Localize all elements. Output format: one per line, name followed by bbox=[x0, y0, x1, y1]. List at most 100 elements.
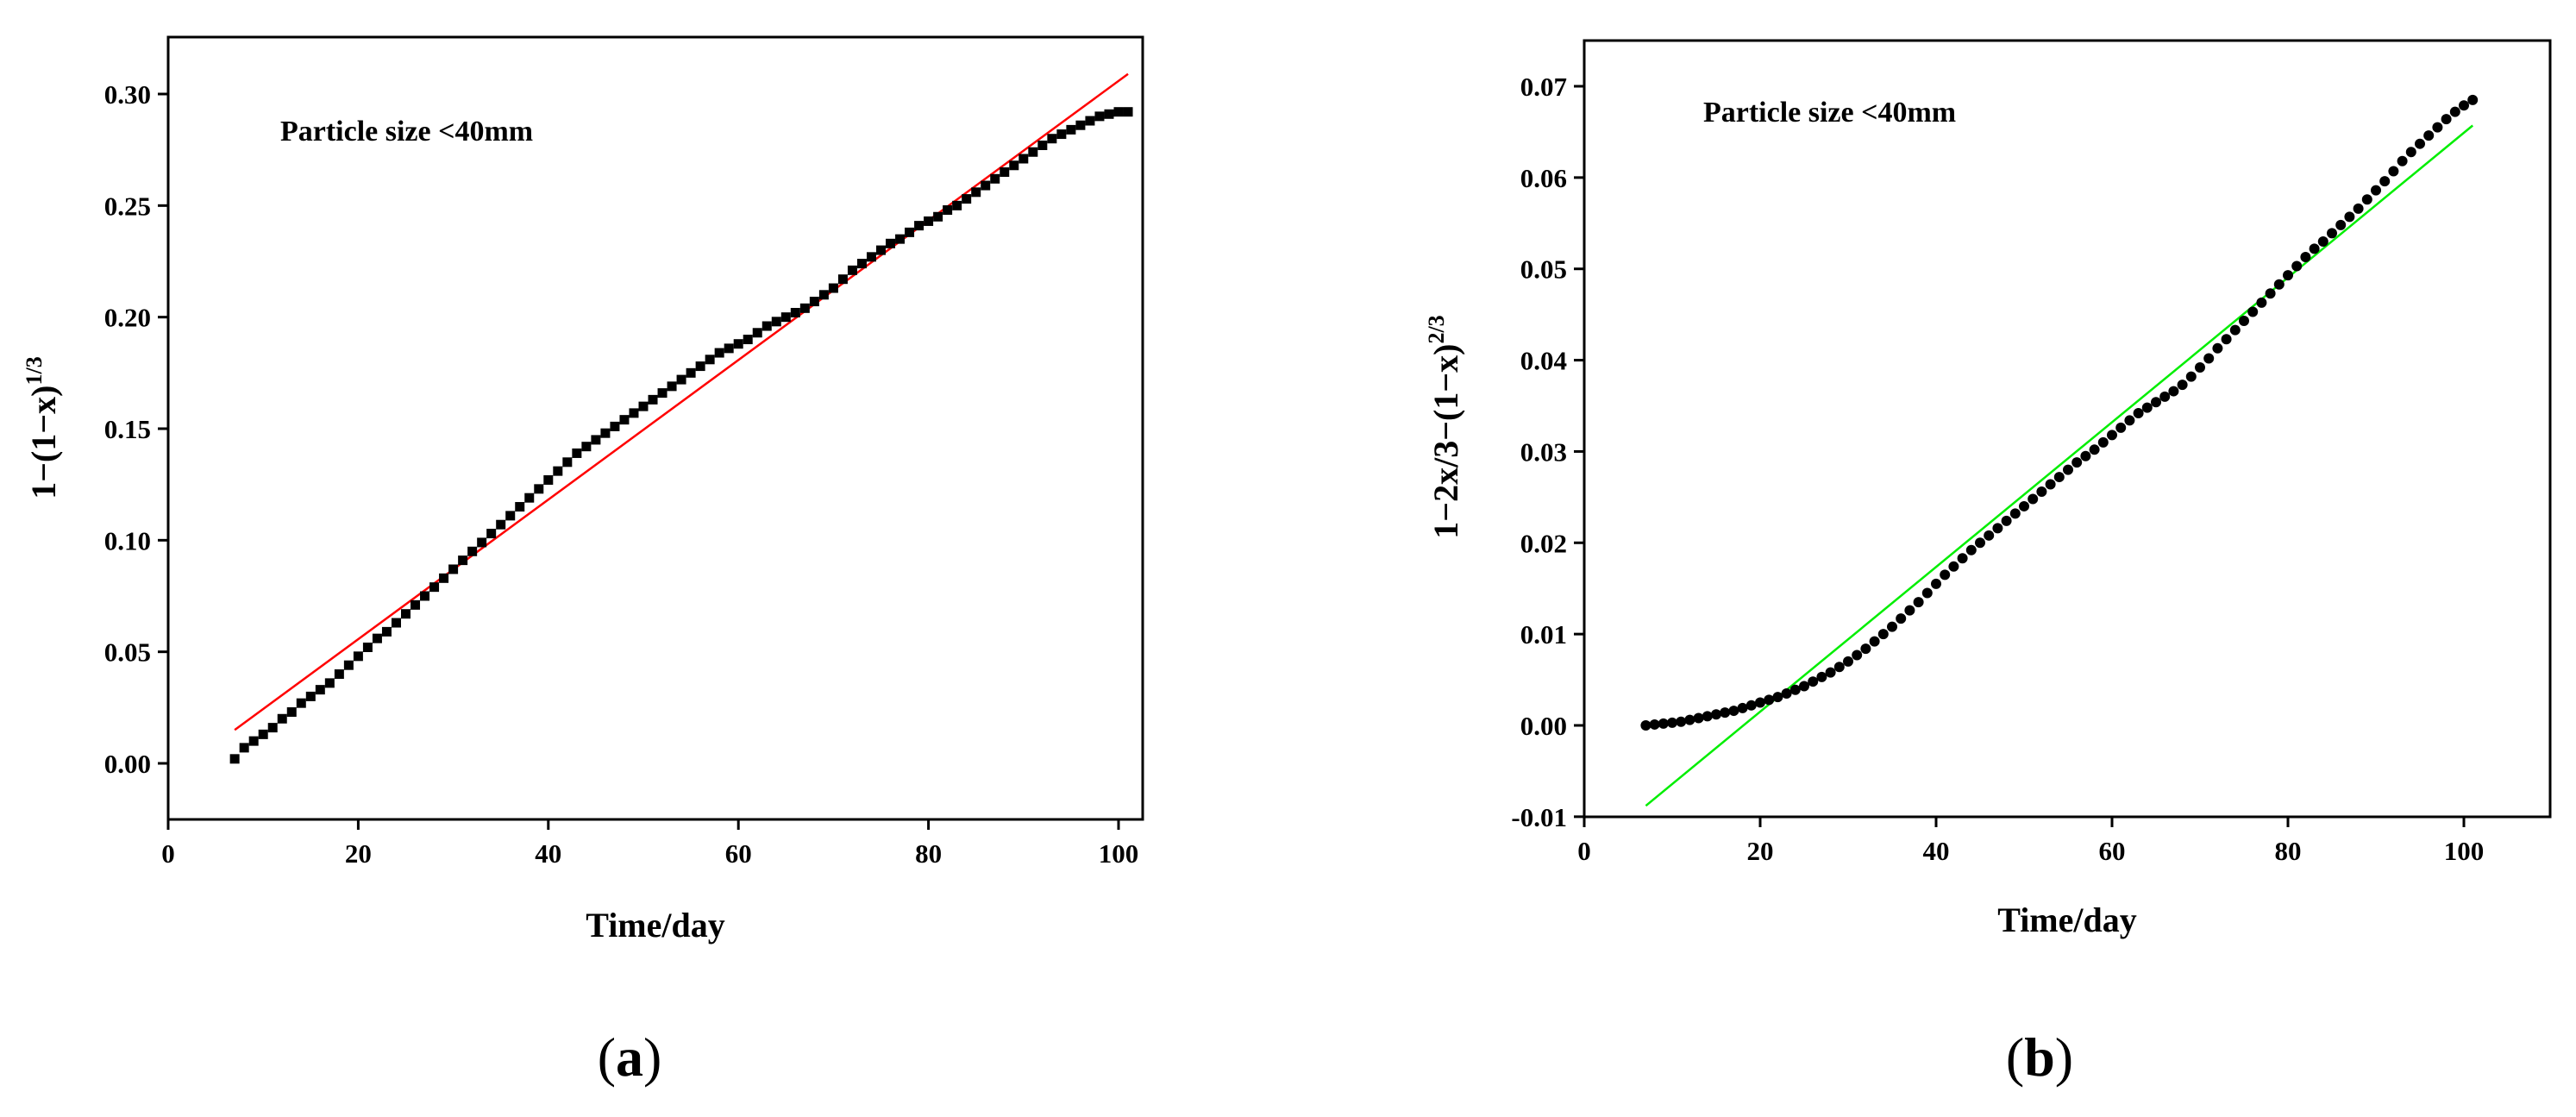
data-point-a bbox=[572, 448, 582, 458]
data-point-b bbox=[1737, 702, 1748, 713]
data-point-b bbox=[1852, 649, 1863, 661]
data-point-b bbox=[1833, 662, 1845, 673]
data-point-b bbox=[1772, 692, 1783, 703]
data-point-a bbox=[448, 564, 459, 574]
x-axis-title-b: Time/day bbox=[1997, 901, 2137, 939]
data-point-b bbox=[1640, 720, 1652, 731]
data-point-b bbox=[1684, 714, 1695, 725]
data-point-b bbox=[1877, 629, 1889, 640]
data-point-a bbox=[486, 529, 497, 539]
data-point-a bbox=[543, 474, 554, 485]
data-point-b bbox=[1755, 697, 1765, 708]
y-tick-label-b: 0.01 bbox=[1520, 619, 1567, 649]
data-point-a bbox=[477, 537, 487, 548]
data-point-a bbox=[353, 651, 363, 662]
y-tick-label-b: 0.06 bbox=[1520, 163, 1567, 193]
data-point-b bbox=[2273, 279, 2285, 290]
x-axis-title-a: Time/day bbox=[586, 906, 725, 944]
panel-label-a-open: ( bbox=[598, 1026, 616, 1088]
data-point-a bbox=[1018, 154, 1029, 164]
data-point-b bbox=[2115, 422, 2127, 433]
data-point-a bbox=[790, 307, 800, 317]
data-point-b bbox=[2317, 235, 2328, 247]
data-point-a bbox=[981, 180, 991, 191]
data-point-a bbox=[1009, 160, 1019, 171]
data-point-b bbox=[2449, 106, 2460, 117]
y-tick-label-a: 0.25 bbox=[104, 191, 151, 221]
data-point-a bbox=[239, 743, 249, 753]
data-point-b bbox=[2089, 444, 2100, 455]
data-point-b bbox=[2467, 94, 2479, 105]
data-point-a bbox=[1066, 124, 1076, 135]
data-point-a bbox=[990, 173, 1000, 184]
y-tick-label-a: 0.15 bbox=[104, 414, 151, 444]
x-tick-label-b: 0 bbox=[1577, 836, 1591, 866]
data-point-a bbox=[553, 466, 563, 476]
data-point-b bbox=[1789, 684, 1801, 695]
data-point-b bbox=[2361, 194, 2372, 205]
data-point-b bbox=[1965, 544, 1977, 555]
data-point-a bbox=[724, 343, 734, 354]
data-point-b bbox=[1728, 706, 1739, 717]
data-point-b bbox=[2459, 100, 2469, 111]
data-point-a bbox=[372, 633, 382, 643]
data-point-b bbox=[1825, 667, 1836, 678]
data-point-b bbox=[1869, 636, 1880, 647]
data-point-a bbox=[648, 394, 658, 405]
y-tick-label-b: 0.07 bbox=[1520, 72, 1567, 102]
data-point-b bbox=[1887, 621, 1897, 632]
data-point-a bbox=[296, 698, 306, 708]
y-axis-title-b: 1−2x/3−(1−x)2/3 bbox=[1424, 315, 1465, 538]
data-point-a bbox=[780, 312, 791, 323]
data-point-a bbox=[619, 415, 630, 425]
data-point-b bbox=[1931, 578, 1941, 589]
data-point-a bbox=[334, 669, 344, 680]
data-point-a bbox=[534, 484, 544, 494]
data-point-b bbox=[2229, 324, 2241, 336]
data-point-b bbox=[2009, 508, 2021, 519]
data-point-a bbox=[467, 546, 478, 556]
panel-label-b-letter: b bbox=[2024, 1026, 2055, 1088]
y-axis-title-b-main: 1−2x/3−(1−x) bbox=[1426, 344, 1465, 539]
data-point-a bbox=[505, 511, 516, 521]
y-axis-title-a: 1−(1−x)1/3 bbox=[22, 356, 63, 499]
data-point-b bbox=[2212, 342, 2223, 354]
data-point-a bbox=[924, 216, 934, 226]
data-point-b bbox=[1764, 694, 1775, 706]
data-point-a bbox=[895, 234, 906, 244]
panel-label-b-close: ) bbox=[2055, 1026, 2073, 1088]
data-point-b bbox=[2036, 486, 2047, 498]
data-point-b bbox=[2028, 493, 2039, 505]
data-point-a bbox=[771, 317, 781, 327]
data-point-a bbox=[837, 274, 848, 285]
data-point-a bbox=[1037, 140, 1048, 150]
data-point-b bbox=[2239, 316, 2249, 327]
data-point-b bbox=[1808, 676, 1819, 687]
data-point-b bbox=[1746, 700, 1757, 711]
data-points-b bbox=[1640, 94, 2479, 731]
plot-frame-a bbox=[166, 35, 1144, 821]
y-tick-label-b: 0.05 bbox=[1520, 254, 1567, 285]
data-point-a bbox=[914, 221, 924, 231]
data-point-a bbox=[856, 259, 867, 269]
data-point-b bbox=[1860, 643, 1871, 655]
data-point-b bbox=[2045, 479, 2056, 490]
data-point-a bbox=[1123, 107, 1133, 117]
data-point-a bbox=[876, 245, 886, 255]
data-point-a bbox=[439, 573, 449, 583]
data-point-a bbox=[343, 660, 354, 670]
data-point-b bbox=[2141, 402, 2153, 413]
data-point-a bbox=[1094, 111, 1105, 122]
data-point-b bbox=[2053, 472, 2065, 483]
data-point-a bbox=[610, 421, 620, 431]
data-point-b bbox=[1816, 671, 1827, 682]
data-point-b bbox=[2441, 114, 2452, 125]
data-point-a bbox=[762, 321, 772, 331]
axis-ticks-b: 0 20 40 60 80 100 -0.01 0.00 0.01 0.02 0.03 0.04 0.0… bbox=[1511, 72, 2484, 866]
data-point-a bbox=[1075, 120, 1086, 130]
panel-label-a: (a) bbox=[598, 1026, 662, 1088]
data-point-a bbox=[324, 678, 335, 688]
x-tick-label-a: 0 bbox=[161, 838, 175, 869]
panel-label-b: (b) bbox=[2006, 1026, 2073, 1088]
